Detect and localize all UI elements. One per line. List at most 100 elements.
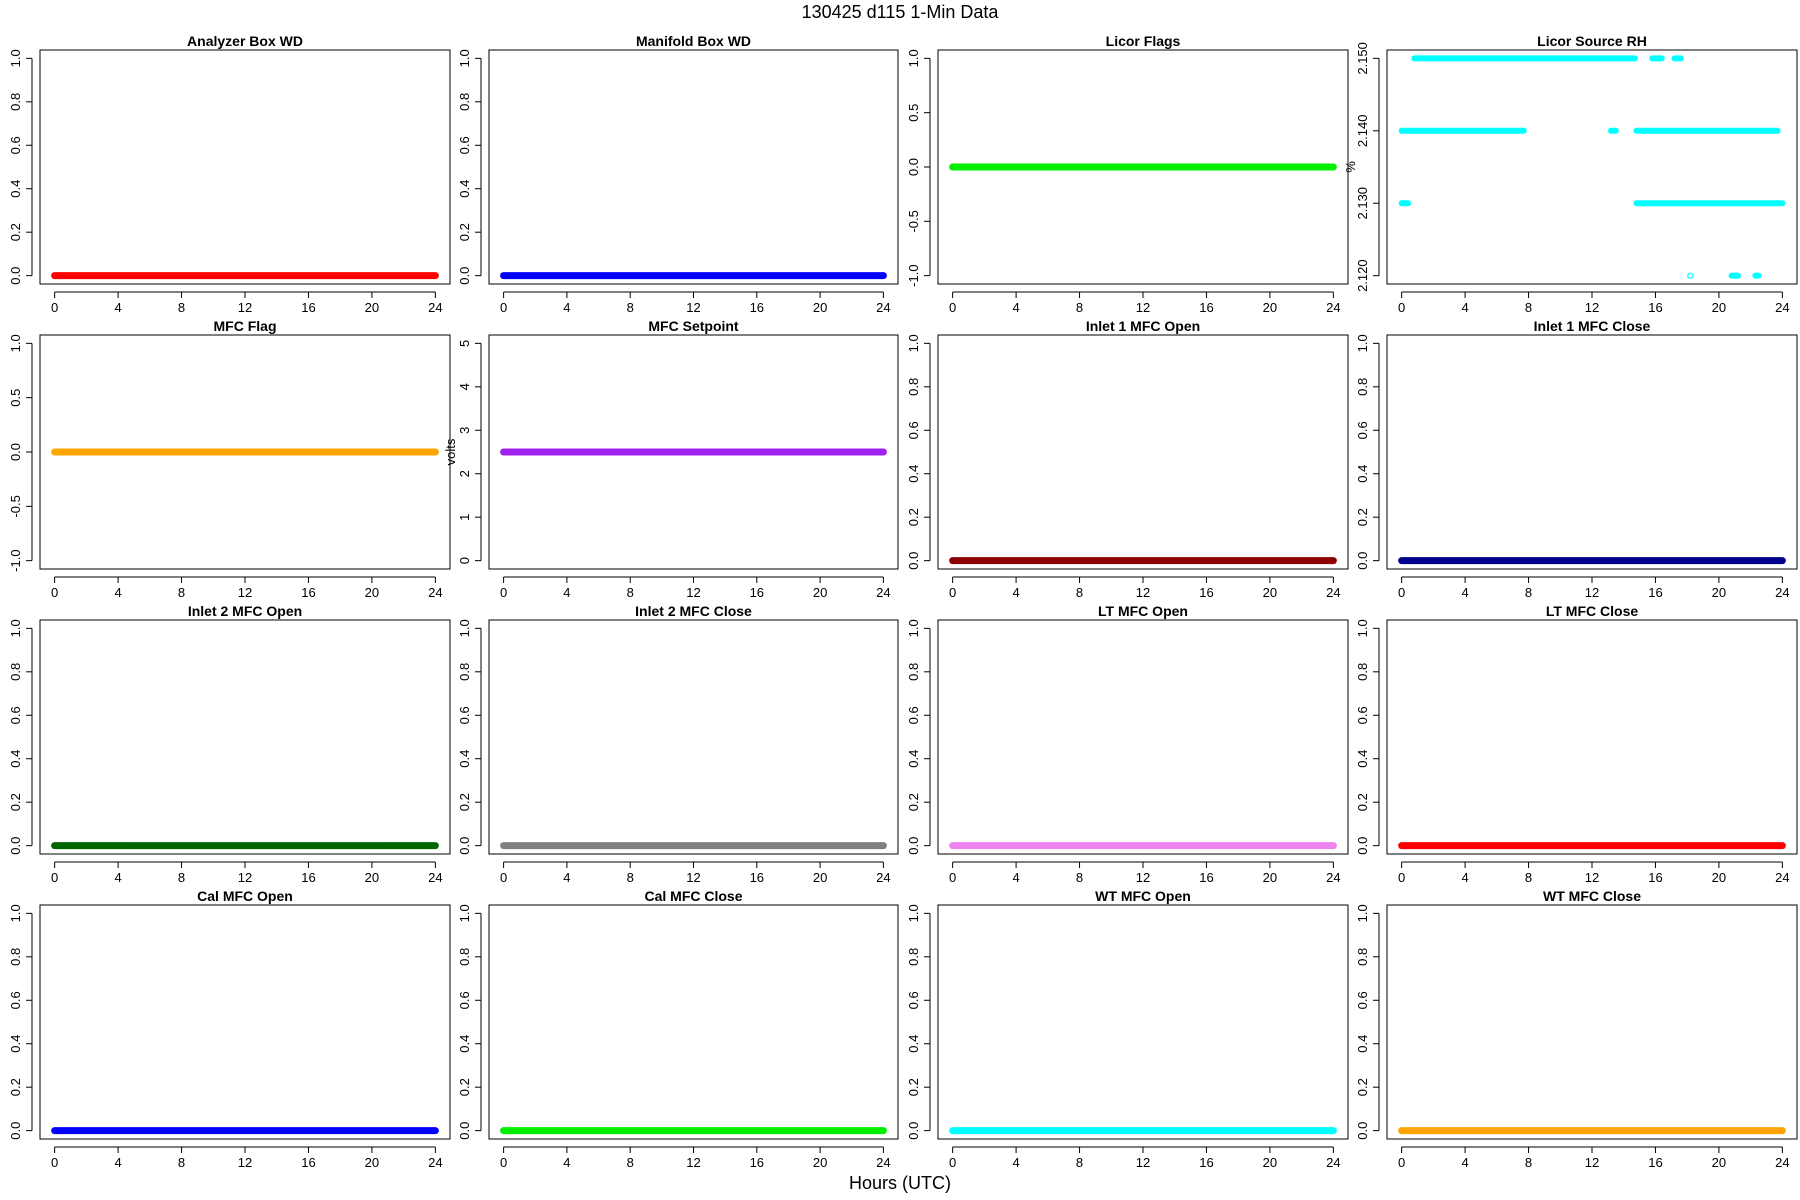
x-tick-label: 0	[1398, 585, 1405, 600]
x-axis: 0 4 8 12 16 20 24	[949, 1146, 1341, 1170]
x-tick-label: 8	[1076, 1155, 1083, 1170]
panel-wt-mfc-open: WT MFC Open 0 4 8 12 16 20 24 0.0 0.2 0.4 0.6 0.8 1.0	[906, 888, 1349, 1170]
y-tick-label: 0.8	[1355, 948, 1370, 966]
data-point	[1687, 272, 1694, 279]
panel-title: LT MFC Close	[1546, 603, 1639, 619]
x-tick-label: 12	[686, 585, 700, 600]
x-tick-label: 16	[1199, 585, 1213, 600]
panel-title: Licor Flags	[1106, 33, 1181, 49]
x-tick-label: 4	[563, 870, 570, 885]
panel-title: WT MFC Close	[1543, 888, 1641, 904]
plot-frame	[1386, 334, 1798, 570]
y-tick-label: 1.0	[1355, 904, 1370, 922]
y-tick-label: 1.0	[457, 904, 472, 922]
x-tick-label: 4	[563, 1155, 570, 1170]
y-tick-label: 0.6	[457, 706, 472, 724]
y-tick-label: 1.0	[906, 334, 921, 352]
y-tick-label: 0.5	[8, 389, 23, 407]
x-tick-label: 12	[1585, 1155, 1599, 1170]
x-tick-label: 24	[1775, 1155, 1789, 1170]
y-tick-label: -1.0	[8, 549, 23, 571]
plot-frame	[937, 904, 1349, 1140]
y-tick-label: -0.5	[8, 495, 23, 517]
panel-title: MFC Setpoint	[648, 318, 739, 334]
x-tick-label: 0	[500, 870, 507, 885]
x-tick-label: 0	[1398, 300, 1405, 315]
x-tick-label: 16	[1199, 300, 1213, 315]
x-tick-label: 16	[750, 585, 764, 600]
y-tick-label: 0.2	[457, 793, 472, 811]
y-tick-label: 0.4	[906, 750, 921, 768]
x-tick-label: 12	[1136, 300, 1150, 315]
y-tick-label: 0.2	[906, 1078, 921, 1096]
x-axis: 0 4 8 12 16 20 24	[949, 576, 1341, 600]
y-tick-label: 0.2	[1355, 793, 1370, 811]
x-tick-label: 12	[1585, 300, 1599, 315]
x-axis: 0 4 8 12 16 20 24	[51, 1146, 443, 1170]
x-tick-label: 8	[1525, 300, 1532, 315]
y-tick-label: 2.140	[1355, 115, 1370, 148]
x-tick-label: 20	[1712, 300, 1726, 315]
x-tick-label: 24	[876, 585, 890, 600]
x-tick-label: 8	[627, 585, 634, 600]
x-tick-label: 8	[1076, 300, 1083, 315]
x-tick-label: 0	[949, 300, 956, 315]
y-tick-label: 0.4	[457, 750, 472, 768]
y-axis: 0.0 0.2 0.4 0.6 0.8 1.0	[8, 619, 33, 855]
x-axis-label: Hours (UTC)	[849, 1173, 951, 1193]
x-tick-label: 16	[1199, 1155, 1213, 1170]
panel-title: Licor Source RH	[1537, 33, 1647, 49]
panel-title: MFC Flag	[214, 318, 277, 334]
y-tick-label: 1.0	[457, 619, 472, 637]
x-tick-label: 24	[1775, 300, 1789, 315]
y-tick-label: 0.4	[1355, 750, 1370, 768]
y-tick-label: 1	[457, 514, 472, 521]
x-tick-label: 4	[1461, 300, 1468, 315]
y-tick-label: 0.6	[906, 991, 921, 1009]
y-tick-label: 0.2	[8, 793, 23, 811]
plot-frame	[39, 334, 451, 570]
x-tick-label: 12	[1136, 870, 1150, 885]
y-tick-label: 1.0	[906, 49, 921, 67]
y-axis: 0.0 0.2 0.4 0.6 0.8 1.0	[906, 334, 931, 570]
panel-title: Analyzer Box WD	[187, 33, 303, 49]
y-tick-label: 5	[457, 340, 472, 347]
y-tick-label: 0.2	[906, 793, 921, 811]
x-tick-label: 24	[428, 300, 442, 315]
x-tick-label: 0	[51, 300, 58, 315]
y-tick-label: 2	[457, 470, 472, 477]
x-axis: 0 4 8 12 16 20 24	[500, 861, 891, 885]
x-tick-label: 4	[563, 300, 570, 315]
x-tick-label: 16	[1648, 870, 1662, 885]
x-tick-label: 20	[813, 585, 827, 600]
plot-frame	[488, 49, 899, 285]
plot-frame	[1386, 49, 1798, 285]
x-tick-label: 4	[114, 1155, 121, 1170]
y-axis: 0.0 0.2 0.4 0.6 0.8 1.0	[906, 904, 931, 1140]
x-tick-label: 8	[178, 585, 185, 600]
plot-frame	[937, 334, 1349, 570]
plot-frame	[937, 49, 1349, 285]
x-tick-label: 16	[301, 300, 315, 315]
x-tick-label: 20	[813, 870, 827, 885]
x-tick-label: 16	[750, 300, 764, 315]
y-axis: -1.0 -0.5 0.0 0.5 1.0	[8, 334, 33, 572]
x-tick-label: 8	[178, 870, 185, 885]
x-tick-label: 4	[1461, 870, 1468, 885]
y-tick-label: 0.6	[8, 991, 23, 1009]
y-tick-label: 0.8	[457, 663, 472, 681]
y-tick-label: 0.4	[1355, 1035, 1370, 1053]
y-tick-label: 0.6	[457, 991, 472, 1009]
y-tick-label: 0.6	[8, 136, 23, 154]
x-tick-label: 24	[428, 870, 442, 885]
figure-title: 130425 d115 1-Min Data	[802, 2, 1000, 22]
panel-title: Inlet 2 MFC Open	[188, 603, 302, 619]
plot-frame	[39, 904, 451, 1140]
x-tick-label: 0	[500, 300, 507, 315]
y-tick-label: 0.4	[457, 180, 472, 198]
panel-title: Cal MFC Open	[197, 888, 293, 904]
x-tick-label: 12	[238, 870, 252, 885]
x-tick-label: 20	[1712, 870, 1726, 885]
x-tick-label: 0	[1398, 870, 1405, 885]
y-tick-label: 0.2	[457, 223, 472, 241]
